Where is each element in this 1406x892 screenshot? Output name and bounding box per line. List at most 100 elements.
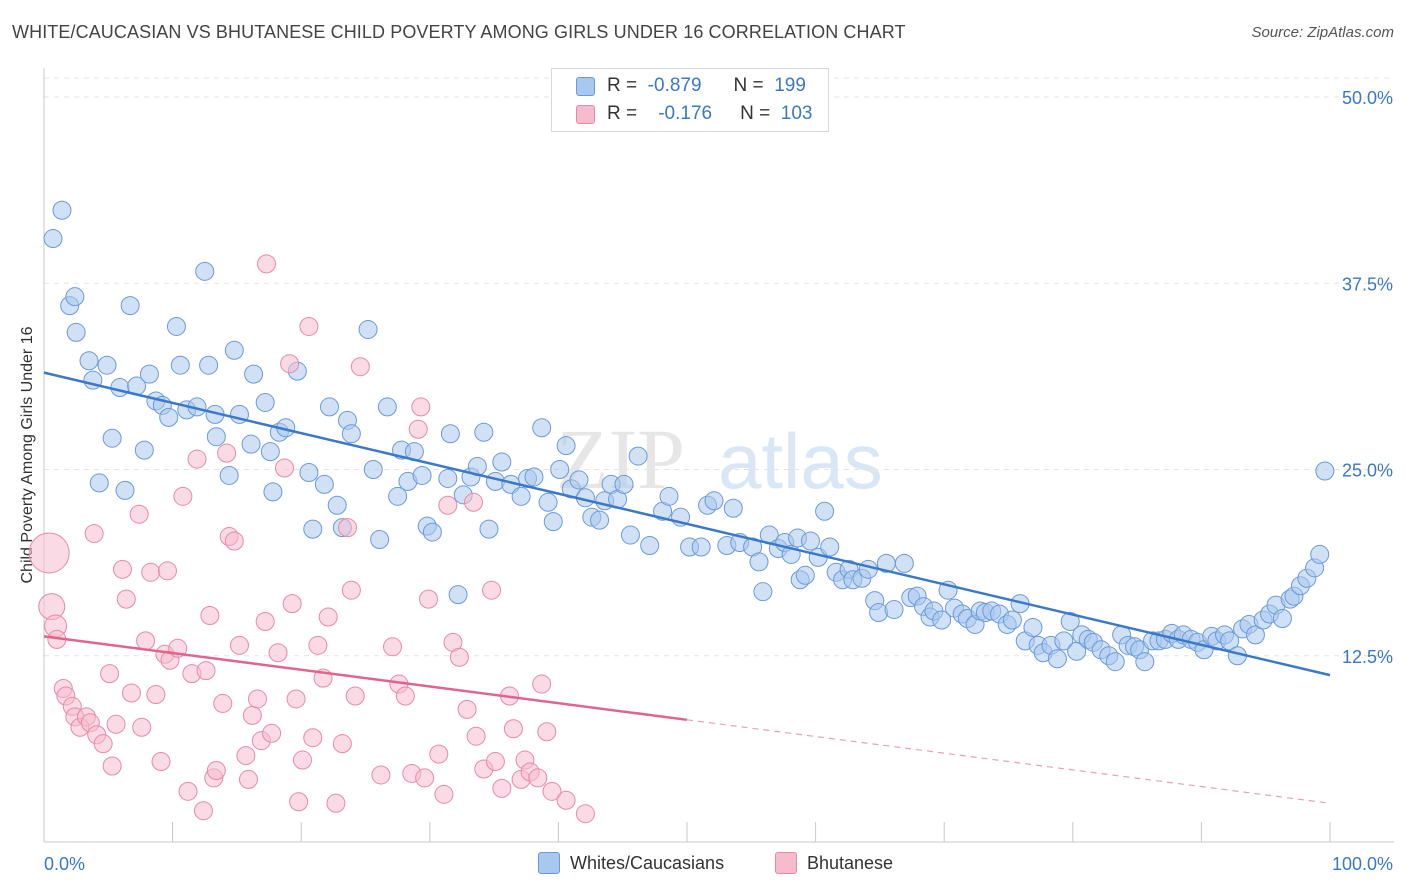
stats-legend: R = -0.879 N = 199 R = -0.176 N = 103 — [551, 68, 829, 132]
legend-n-label: N = — [740, 103, 771, 124]
point-bhutanese — [299, 316, 319, 336]
point-bhutanese — [141, 562, 161, 582]
point-bhutanese — [28, 532, 70, 574]
point-whites — [524, 467, 544, 487]
point-bhutanese — [106, 714, 126, 734]
point-whites — [590, 510, 610, 530]
legend-label-whites: Whites/Caucasians — [570, 852, 725, 873]
point-whites — [474, 422, 494, 442]
point-whites — [800, 531, 820, 551]
point-bhutanese — [556, 790, 576, 810]
point-bhutanese — [262, 723, 282, 743]
point-whites — [753, 582, 773, 602]
point-bhutanese — [289, 792, 309, 812]
point-bhutanese — [84, 524, 104, 544]
point-bhutanese — [429, 744, 449, 764]
point-whites — [1060, 611, 1080, 631]
point-whites — [1310, 544, 1330, 564]
point-whites — [263, 482, 283, 502]
point-bhutanese — [326, 793, 346, 813]
point-bhutanese — [466, 726, 486, 746]
legend-n-label: N = — [733, 75, 764, 96]
point-whites — [319, 397, 339, 417]
point-whites — [199, 355, 219, 375]
legend-label-bhutanese: Bhutanese — [807, 852, 894, 873]
tick-labels: 12.5% 25.0% 37.5% 50.0% 0.0% 100.0% — [44, 88, 1393, 874]
point-bhutanese — [318, 607, 338, 627]
legend-item-bhutanese[interactable]: Bhutanese — [775, 852, 893, 874]
point-whites — [370, 530, 390, 550]
point-whites — [884, 600, 904, 620]
point-bhutanese — [457, 699, 477, 719]
point-bhutanese — [449, 647, 469, 667]
point-whites — [206, 427, 226, 447]
point-whites — [492, 452, 512, 472]
point-bhutanese — [408, 419, 428, 439]
point-whites — [795, 565, 815, 585]
point-whites — [79, 351, 99, 371]
point-whites — [241, 434, 261, 454]
point-bhutanese — [132, 717, 152, 737]
point-whites — [166, 316, 186, 336]
point-bhutanese — [224, 531, 244, 551]
point-bhutanese — [350, 357, 370, 377]
point-bhutanese — [247, 689, 267, 709]
point-whites — [628, 446, 648, 466]
legend-item-whites[interactable]: Whites/Caucasians — [538, 852, 724, 874]
point-whites — [1002, 610, 1022, 630]
point-bhutanese — [542, 781, 562, 801]
point-bhutanese — [217, 443, 237, 463]
point-bhutanese — [492, 778, 512, 798]
point-bhutanese — [532, 674, 552, 694]
point-whites — [704, 491, 724, 511]
point-bhutanese — [255, 611, 275, 631]
chart-title: WHITE/CAUCASIAN VS BHUTANESE CHILD POVER… — [12, 22, 906, 42]
point-bhutanese — [173, 486, 193, 506]
x-tick-label-min: 0.0% — [44, 854, 85, 874]
point-whites — [1054, 631, 1074, 651]
point-whites — [440, 424, 460, 444]
point-bhutanese — [200, 606, 220, 626]
y-tick-label: 37.5% — [1342, 274, 1393, 294]
point-bhutanese — [345, 686, 365, 706]
legend-swatch-whites — [576, 76, 595, 96]
point-whites — [299, 462, 319, 482]
legend-r-value: -0.176 — [658, 103, 713, 124]
point-bhutanese — [187, 449, 207, 469]
point-whites — [1023, 617, 1043, 637]
gridlines — [44, 77, 1394, 657]
point-bhutanese — [93, 734, 113, 754]
point-bhutanese — [238, 769, 258, 789]
legend-row-whites: R = -0.879 N = 199 — [576, 74, 806, 98]
point-whites — [749, 552, 769, 572]
point-whites — [219, 465, 239, 485]
point-bhutanese — [528, 768, 548, 788]
point-bhutanese — [193, 801, 213, 821]
point-bhutanese — [371, 765, 391, 785]
point-bhutanese — [341, 580, 361, 600]
point-whites — [820, 537, 840, 557]
point-whites — [102, 428, 122, 448]
point-bhutanese — [121, 683, 141, 703]
y-tick-label: 25.0% — [1342, 461, 1393, 481]
point-bhutanese — [411, 397, 431, 417]
point-bhutanese — [332, 734, 352, 754]
y-tick-label: 50.0% — [1342, 88, 1393, 108]
point-whites — [815, 501, 835, 521]
y-tick-label: 12.5% — [1342, 647, 1393, 667]
point-whites — [358, 319, 378, 339]
point-bhutanese — [236, 746, 256, 766]
point-whites — [569, 470, 589, 490]
x-tick-label-max: 100.0% — [1332, 854, 1393, 874]
point-whites — [422, 522, 442, 542]
point-whites — [65, 287, 85, 307]
point-whites — [66, 322, 86, 342]
point-whites — [115, 480, 135, 500]
point-whites — [448, 585, 468, 605]
point-whites — [327, 495, 347, 515]
point-bhutanese — [286, 689, 306, 709]
point-bhutanese — [157, 561, 177, 581]
point-bhutanese — [292, 750, 312, 770]
point-bhutanese — [100, 664, 120, 684]
